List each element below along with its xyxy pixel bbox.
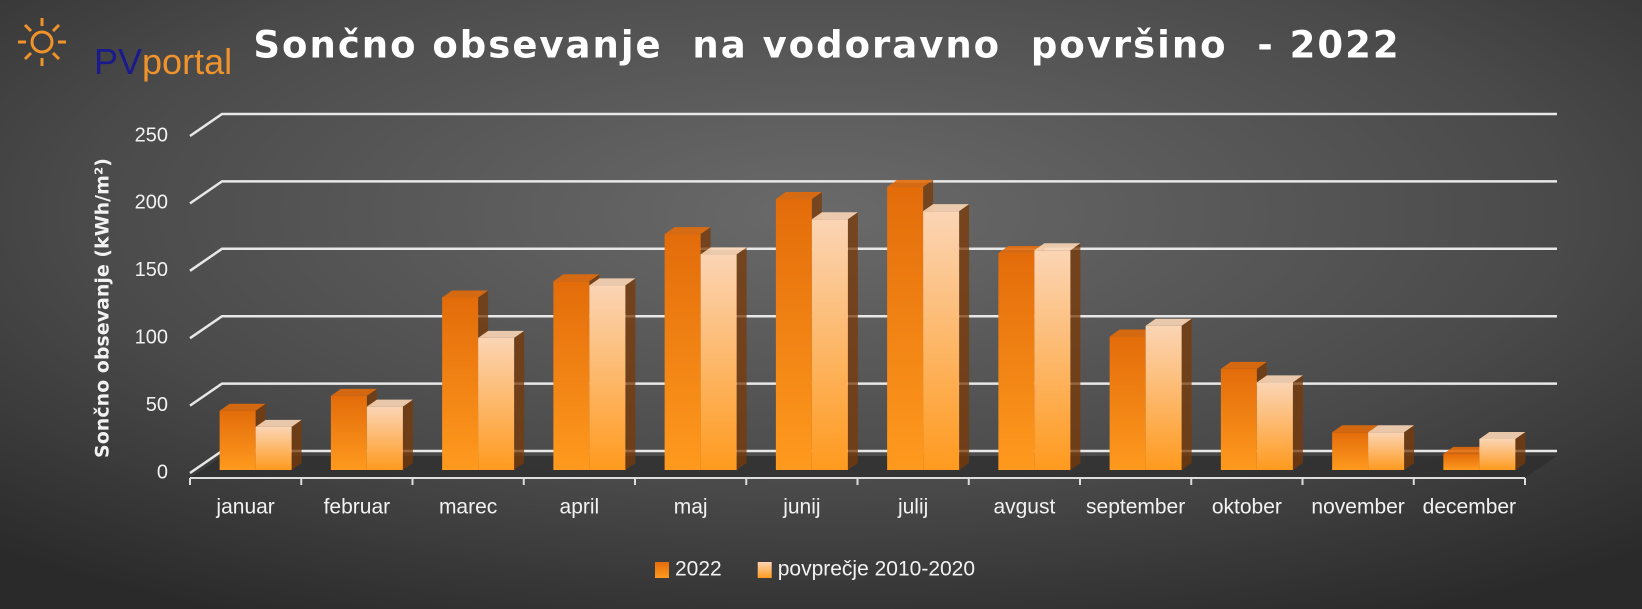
- bar-side: [847, 212, 858, 470]
- bar-top: [1145, 318, 1192, 326]
- bar: [1034, 250, 1071, 470]
- bar-top: [811, 212, 858, 220]
- y-tick-label: 150: [135, 259, 168, 281]
- logo-sun: [18, 18, 66, 66]
- bar: [442, 297, 479, 470]
- plot-area: 0 50 100 150 200 250 januar februar marec april ma…: [135, 112, 1557, 581]
- bar: [1256, 382, 1293, 470]
- x-tick-label: april: [560, 496, 600, 519]
- bar: [219, 410, 256, 470]
- bar: [923, 211, 960, 470]
- legend-label: povprečje 2010-2020: [778, 558, 975, 581]
- bar-side: [402, 399, 413, 470]
- bar-top: [255, 419, 302, 427]
- bar-top: [664, 227, 711, 235]
- bar-top: [700, 247, 747, 255]
- legend-swatch: [655, 562, 669, 578]
- grid-line: [189, 180, 1557, 205]
- x-tick-label: julij: [897, 496, 928, 519]
- bar-top: [366, 399, 413, 407]
- x-tick-label: maj: [674, 496, 708, 519]
- bar: [887, 186, 924, 471]
- logo-pv: PV: [94, 41, 142, 82]
- bar-top: [1443, 446, 1490, 454]
- x-tick-label: november: [1311, 496, 1404, 519]
- bar: [775, 199, 812, 470]
- floor: [190, 456, 1557, 478]
- bar-side: [625, 278, 636, 470]
- bar: [700, 254, 737, 470]
- bar-top: [330, 388, 377, 396]
- bar: [1145, 325, 1182, 470]
- bar: [589, 285, 626, 470]
- bar-top: [923, 204, 970, 212]
- bar-side: [959, 204, 970, 470]
- bar: [998, 252, 1035, 470]
- bar: [478, 337, 515, 470]
- bar-top: [775, 192, 822, 200]
- bar: [1479, 438, 1516, 470]
- bar: [255, 426, 292, 470]
- logo-text: PVportal: [94, 41, 232, 82]
- bar: [1443, 453, 1480, 470]
- bar-top: [1256, 375, 1303, 383]
- bar: [366, 406, 403, 470]
- bar-side: [291, 419, 302, 470]
- y-tick-label: 0: [157, 461, 168, 483]
- x-tick-label: oktober: [1212, 496, 1282, 519]
- legend-label: 2022: [675, 558, 722, 581]
- bar-top: [219, 403, 266, 411]
- x-tick-label: junij: [782, 496, 820, 519]
- y-tick-label: 200: [135, 192, 168, 214]
- grid-line: [189, 314, 1557, 340]
- bar-side: [1404, 425, 1415, 470]
- grid-line: [189, 112, 1557, 138]
- bar-side: [1292, 375, 1303, 470]
- x-tick-label: december: [1423, 496, 1516, 519]
- x-tick-label: februar: [324, 496, 391, 519]
- bar-top: [887, 179, 934, 187]
- bar-top: [1220, 361, 1267, 369]
- bar: [1109, 336, 1146, 470]
- bar: [811, 219, 848, 470]
- bar: [330, 395, 367, 470]
- grid-line: [189, 247, 1557, 272]
- bar-side: [514, 330, 525, 470]
- y-tick-label: 250: [135, 124, 168, 146]
- chart-title: Sončno obsevanje na vodoravno površino -…: [253, 24, 1400, 67]
- y-tick-label: 50: [146, 394, 168, 416]
- x-tick-label: marec: [439, 496, 497, 519]
- bar-side: [1515, 431, 1526, 470]
- bar-top: [1479, 431, 1526, 439]
- bar-top: [553, 274, 600, 282]
- x-tick-label: januar: [215, 496, 274, 519]
- y-axis-label: Sončno obsevanje (kWh/m²): [92, 158, 114, 458]
- bar-top: [478, 330, 525, 338]
- y-tick-label: 100: [135, 326, 168, 348]
- bar-side: [1181, 318, 1192, 470]
- bar: [664, 234, 701, 470]
- bar-top: [1109, 329, 1156, 337]
- legend-swatch: [757, 562, 772, 578]
- bar-top: [442, 290, 489, 298]
- bar-top: [1332, 425, 1379, 433]
- bar-top: [1368, 425, 1415, 433]
- bar: [1368, 432, 1405, 470]
- bar-side: [1070, 243, 1081, 470]
- bar-side: [736, 247, 747, 470]
- x-tick-label: avgust: [993, 496, 1055, 519]
- logo-portal: portal: [142, 41, 232, 82]
- bar-top: [1034, 243, 1081, 251]
- x-tick-label: september: [1086, 496, 1185, 519]
- bar-top: [998, 245, 1045, 253]
- bar: [1220, 368, 1257, 470]
- bar-top: [589, 278, 636, 286]
- bar: [553, 281, 590, 470]
- bar: [1332, 432, 1369, 470]
